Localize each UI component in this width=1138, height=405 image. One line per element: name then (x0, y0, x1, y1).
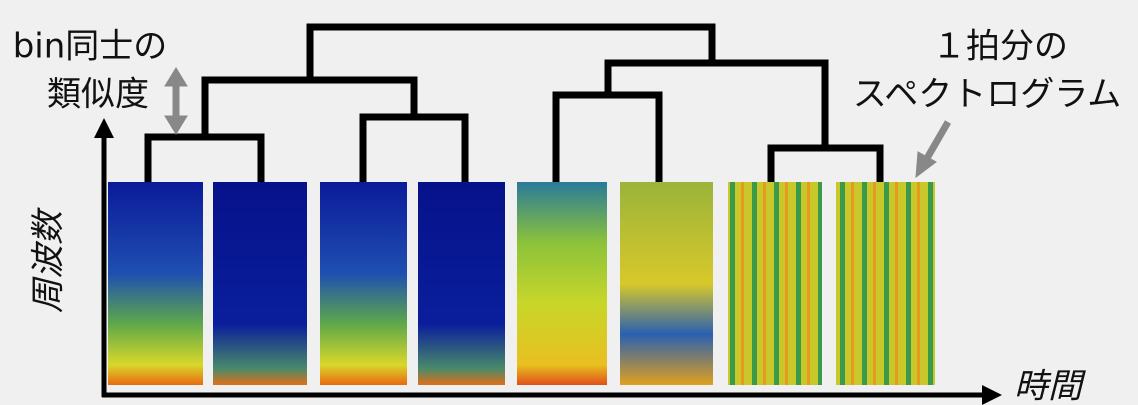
branch (148, 137, 261, 182)
branch (608, 63, 825, 148)
spectrogram (320, 182, 407, 385)
spectrogram (213, 182, 307, 385)
arrowhead (165, 68, 187, 86)
branch (205, 80, 414, 137)
spectrogram (108, 182, 203, 385)
diagram: bin同士の 類似度 １拍分の スペクトログラム 周波数 時間 (0, 0, 1138, 405)
spectrogram (517, 182, 607, 385)
similarity-label: 類似度 (47, 75, 149, 115)
spectrograms (108, 182, 935, 385)
branch (556, 95, 659, 182)
pointer-arrow (926, 122, 948, 160)
spectrogram-label: スペクトログラム (853, 75, 1122, 115)
spectrogram (418, 182, 505, 385)
spectrogram-label: １拍分の (932, 27, 1068, 67)
arrowhead (165, 116, 187, 134)
branch (363, 117, 465, 182)
spectrogram (836, 182, 935, 385)
similarity-label: bin同士の (13, 27, 168, 67)
branch (310, 27, 712, 80)
arrowhead (94, 118, 114, 138)
dendrogram (148, 27, 880, 182)
spectrogram (620, 182, 713, 385)
x-axis-label: 時間 (1014, 367, 1086, 405)
spectrogram (728, 182, 822, 385)
branch (771, 148, 880, 182)
arrowhead (982, 385, 1002, 405)
y-axis-label: 周波数 (29, 207, 69, 313)
